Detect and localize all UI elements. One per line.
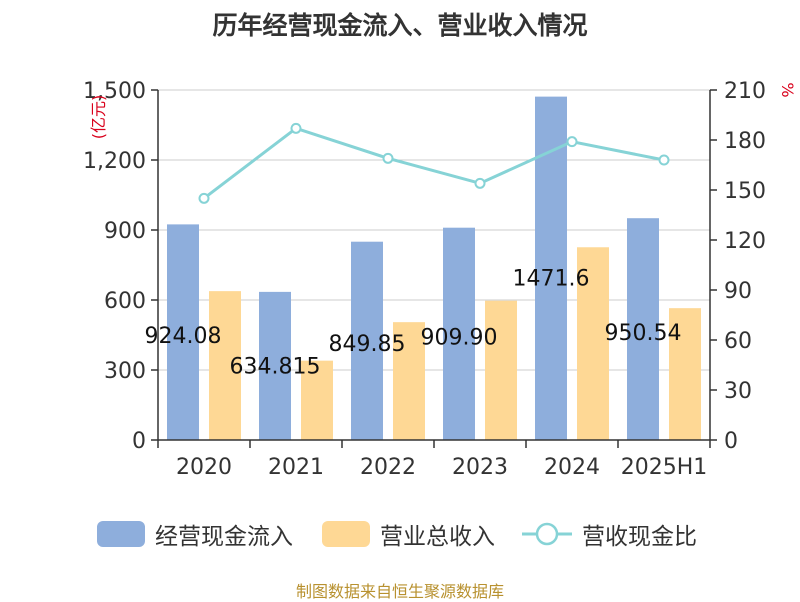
data-label-cash-inflow: 1471.6 [513, 266, 590, 291]
chart-title: 历年经营现金流入、营业收入情况 [212, 11, 588, 40]
y-right-tick-label: 210 [724, 79, 766, 104]
bar-cash-inflow [351, 241, 383, 440]
y-right-tick-label: 150 [724, 179, 766, 204]
source-note: 制图数据来自恒生聚源数据库 [295, 582, 504, 601]
point-ratio [658, 154, 670, 166]
data-label-cash-inflow: 950.54 [605, 321, 682, 346]
y-right-tick-label: 180 [724, 129, 766, 154]
y-right-tick-label: 0 [724, 429, 738, 454]
bar-cash-inflow [443, 227, 475, 440]
y-left-tick-label: 0 [132, 429, 146, 454]
bar-revenue [301, 360, 333, 440]
data-label-cash-inflow: 924.08 [145, 324, 222, 349]
y-right-tick-label: 120 [724, 229, 766, 254]
legend-swatch-cash-inflow [97, 521, 145, 547]
bar-revenue [669, 308, 701, 440]
y-left-tick-label: 900 [104, 219, 146, 244]
x-tick-label: 2021 [268, 455, 324, 480]
x-tick-label: 2022 [360, 455, 416, 480]
legend-item-revenue[interactable]: 营业总收入 [322, 516, 495, 552]
bar-revenue [393, 322, 425, 440]
point-ratio [382, 152, 394, 164]
bar-revenue [577, 247, 609, 440]
y-left-tick-label: 1,500 [83, 79, 146, 104]
bar-cash-inflow [535, 96, 567, 440]
y-right-tick-label: 30 [724, 379, 752, 404]
point-ratio [198, 192, 210, 204]
bar-cash-inflow [259, 291, 291, 440]
legend-label-ratio: 营收现金比 [582, 524, 697, 550]
x-tick-label: 2023 [452, 455, 508, 480]
legend-label-cash-inflow: 经营现金流入 [155, 524, 293, 550]
point-ratio [290, 122, 302, 134]
legend: 经营现金流入 营业总收入 营收现金比 [0, 516, 800, 552]
data-label-cash-inflow: 849.85 [329, 332, 406, 357]
legend-item-cash-inflow[interactable]: 经营现金流入 [97, 516, 293, 552]
x-tick-label: 2024 [544, 455, 600, 480]
y-left-unit: (亿元) [89, 95, 108, 140]
y-left-tick-label: 600 [104, 289, 146, 314]
point-ratio [566, 136, 578, 148]
legend-swatch-revenue [322, 521, 370, 547]
data-label-cash-inflow: 634.815 [230, 354, 321, 379]
legend-item-ratio[interactable]: 营收现金比 [522, 516, 697, 552]
x-tick-label: 2020 [176, 455, 232, 480]
bar-cash-inflow [167, 224, 199, 440]
line-ratio [203, 126, 665, 200]
bar-cash-inflow [627, 218, 659, 440]
bar-revenue [209, 291, 241, 440]
y-left-tick-label: 1,200 [83, 149, 146, 174]
y-right-unit: % [778, 82, 797, 97]
y-right-tick-label: 90 [724, 279, 752, 304]
data-label-cash-inflow: 909.90 [421, 325, 498, 350]
y-right-tick-label: 60 [724, 329, 752, 354]
x-tick-label: 2025H1 [621, 455, 708, 480]
legend-label-revenue: 营业总收入 [380, 524, 495, 550]
legend-swatch-ratio [522, 522, 572, 546]
y-left-tick-label: 300 [104, 359, 146, 384]
point-ratio [474, 177, 486, 189]
bar-revenue [485, 300, 517, 440]
